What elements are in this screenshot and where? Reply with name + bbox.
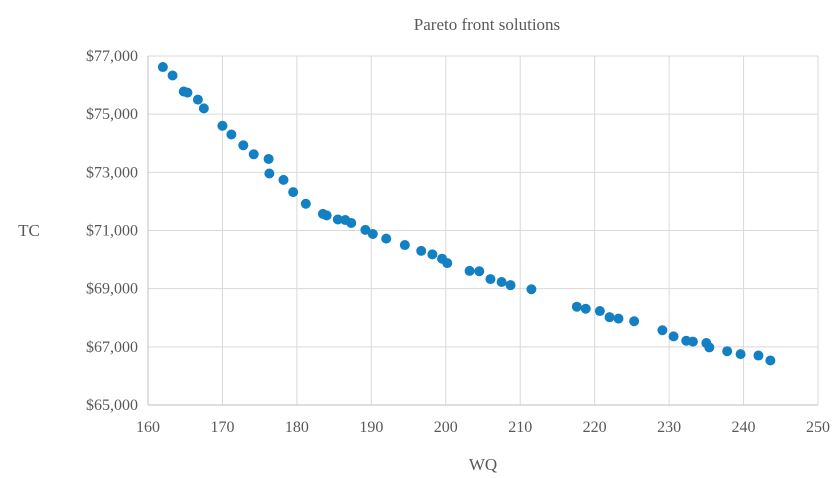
- data-point: [217, 120, 228, 131]
- x-tick-label: 200: [434, 419, 458, 436]
- data-point: [157, 62, 168, 73]
- data-points: [157, 62, 776, 366]
- x-tick-label: 180: [285, 419, 309, 436]
- x-tick-label: 160: [136, 419, 160, 436]
- data-point: [264, 168, 275, 179]
- data-point: [753, 350, 764, 361]
- data-point: [526, 284, 537, 295]
- y-tick-label: $69,000: [86, 281, 138, 298]
- tick-labels: $65,000 $67,000 $69,000 $71,000 $73,000 $75,0…: [86, 48, 830, 436]
- axes: [147, 56, 818, 406]
- data-point: [300, 198, 311, 209]
- data-point: [332, 214, 343, 225]
- data-point: [263, 153, 274, 164]
- x-tick-label: 190: [359, 419, 383, 436]
- data-point: [248, 149, 259, 160]
- data-point: [594, 306, 605, 317]
- data-point: [496, 276, 507, 287]
- y-tick-label: $71,000: [86, 223, 138, 240]
- y-tick-label: $67,000: [86, 339, 138, 356]
- data-point: [288, 187, 299, 198]
- data-point: [167, 70, 178, 81]
- data-point: [629, 316, 640, 327]
- data-point: [198, 103, 209, 114]
- data-point: [399, 240, 410, 251]
- data-point: [360, 224, 371, 235]
- data-point: [192, 94, 203, 105]
- data-point: [464, 265, 475, 276]
- data-point: [346, 217, 357, 228]
- y-tick-label: $65,000: [86, 397, 138, 414]
- x-tick-label: 170: [210, 419, 234, 436]
- data-point: [735, 349, 746, 360]
- x-tick-label: 230: [657, 419, 681, 436]
- data-point: [765, 355, 776, 366]
- y-tick-label: $75,000: [86, 106, 138, 123]
- data-point: [367, 228, 378, 239]
- x-tick-label: 250: [806, 419, 830, 436]
- data-point: [381, 233, 392, 244]
- x-tick-label: 210: [508, 419, 532, 436]
- data-point: [226, 129, 237, 140]
- data-point: [668, 331, 679, 342]
- x-tick-label: 220: [583, 419, 607, 436]
- data-point: [704, 342, 715, 353]
- data-point: [238, 140, 249, 151]
- data-point: [657, 325, 668, 336]
- data-point: [321, 210, 332, 221]
- data-point: [182, 87, 193, 98]
- data-point: [427, 249, 438, 260]
- data-point: [687, 336, 698, 347]
- data-point: [442, 258, 453, 269]
- y-axis-title: TC: [18, 221, 40, 240]
- data-point: [613, 313, 624, 324]
- y-tick-label: $73,000: [86, 164, 138, 181]
- data-point: [416, 245, 427, 256]
- data-point: [722, 346, 733, 357]
- data-point: [580, 303, 591, 314]
- gridlines: [148, 55, 819, 405]
- data-point: [278, 174, 289, 185]
- x-axis-title: WQ: [469, 455, 497, 473]
- data-point: [571, 301, 582, 312]
- data-point: [604, 312, 615, 323]
- y-tick-label: $77,000: [86, 48, 138, 65]
- x-tick-label: 240: [732, 419, 756, 436]
- chart-title: Pareto front solutions: [414, 15, 560, 34]
- data-point: [474, 266, 485, 277]
- data-point: [485, 274, 496, 285]
- data-point: [505, 280, 516, 291]
